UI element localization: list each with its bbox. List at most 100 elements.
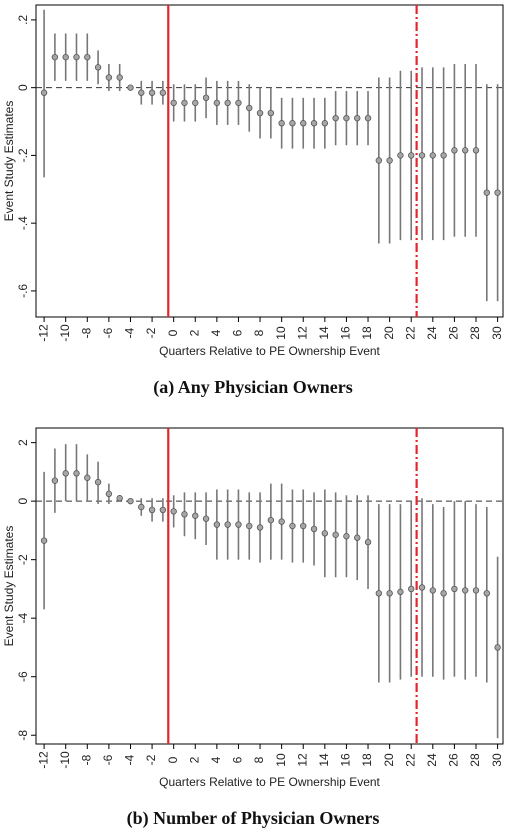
point-estimate [440, 590, 447, 597]
point-estimate [105, 74, 113, 81]
x-tick-label: 4 [209, 329, 223, 336]
x-tick-label: 28 [468, 326, 482, 340]
point-estimate [73, 53, 80, 61]
x-tick-label: 26 [447, 753, 461, 767]
point-estimate [321, 530, 329, 537]
point-estimate [429, 152, 437, 159]
y-tick-label: .2 [16, 15, 30, 25]
x-tick-label: 10 [274, 326, 288, 340]
point-estimate [202, 94, 210, 102]
y-tick-label: -.4 [16, 216, 30, 230]
y-axis-label: Event Study Estimates [2, 101, 16, 222]
y-tick-label: 0 [16, 497, 30, 504]
y-axis-label: Event Study Estimates [2, 526, 16, 647]
point-estimate [138, 89, 145, 96]
point-estimate [418, 584, 426, 591]
point-estimate [321, 120, 329, 127]
x-tick-label: 6 [231, 329, 245, 336]
x-tick-label: -10 [58, 751, 72, 769]
point-estimate [138, 503, 145, 511]
x-tick-label: -12 [36, 324, 50, 342]
y-tick-label: -2 [16, 554, 30, 565]
plot-frame [35, 4, 504, 318]
point-estimate [267, 516, 275, 524]
x-tick-label: -12 [36, 751, 50, 769]
x-tick-label: 16 [339, 326, 353, 340]
point-estimate [224, 99, 231, 107]
caption: (b) Number of Physician Owners [127, 808, 380, 829]
x-axis-label: Quarters Relative to PE Ownership Event [159, 344, 380, 358]
point-estimate [51, 53, 59, 61]
x-tick-label: -6 [101, 327, 115, 338]
point-estimate [246, 522, 253, 530]
x-tick-label: 4 [209, 756, 223, 763]
point-estimate [332, 114, 339, 122]
x-tick-label: -2 [144, 327, 158, 338]
point-estimate [213, 521, 221, 528]
point-estimate [310, 120, 318, 127]
point-estimate [278, 120, 285, 127]
point-estimate [375, 590, 383, 597]
x-tick-label: 8 [252, 329, 266, 336]
point-estimate [386, 590, 393, 597]
point-estimate [397, 152, 404, 159]
point-estimate [451, 585, 458, 593]
y-tick-label: 0 [16, 84, 30, 91]
point-estimate [418, 152, 426, 159]
x-tick-label: 18 [360, 326, 374, 340]
point-estimate [127, 497, 134, 505]
x-tick-label: 20 [382, 326, 396, 340]
point-estimate [462, 587, 469, 594]
x-tick-label: -10 [58, 324, 72, 342]
x-axis-label: Quarters Relative to PE Ownership Event [159, 775, 380, 789]
point-estimate [213, 99, 221, 107]
x-tick-label: 30 [490, 326, 504, 340]
point-estimate [170, 99, 177, 107]
x-tick-label: 6 [231, 756, 245, 763]
point-estimate [256, 109, 264, 117]
x-tick-label: -2 [144, 754, 158, 765]
x-tick-label: 8 [252, 756, 266, 763]
x-tick-label: 2 [187, 756, 201, 763]
point-estimate [84, 53, 91, 61]
point-estimate [94, 478, 102, 486]
point-estimate [94, 64, 102, 71]
point-estimate [354, 534, 361, 541]
point-estimate [408, 152, 415, 159]
point-estimate [364, 538, 372, 546]
point-estimate [256, 524, 264, 531]
x-tick-label: 16 [339, 753, 353, 767]
point-estimate [235, 521, 242, 528]
point-estimate [246, 104, 253, 112]
point-estimate [408, 585, 415, 593]
point-estimate [148, 506, 156, 514]
point-estimate [159, 506, 167, 514]
point-estimate [51, 477, 59, 484]
y-tick-label: -.6 [16, 284, 30, 298]
point-estimate [159, 89, 167, 96]
point-estimate [170, 508, 177, 515]
point-estimate [105, 490, 113, 498]
x-tick-label: -4 [123, 327, 137, 338]
point-estimate [289, 522, 296, 530]
point-estimate [386, 157, 393, 164]
point-estimate [62, 53, 69, 61]
point-estimate [202, 515, 210, 522]
point-estimate [289, 120, 296, 127]
caption: (a) Any Physician Owners [153, 377, 353, 398]
x-tick-label: 14 [317, 326, 331, 340]
point-estimate [40, 89, 48, 96]
x-tick-label: -6 [101, 754, 115, 765]
x-tick-label: 10 [274, 753, 288, 767]
x-tick-label: 22 [403, 326, 417, 340]
point-estimate [73, 470, 80, 477]
x-tick-label: 0 [166, 329, 180, 336]
y-tick-label: -8 [16, 730, 30, 741]
x-tick-label: 18 [360, 753, 374, 767]
point-estimate [278, 518, 285, 525]
point-estimate [472, 587, 480, 594]
point-estimate [472, 147, 480, 154]
point-estimate [375, 157, 383, 164]
x-tick-label: 20 [382, 753, 396, 767]
point-estimate [116, 495, 123, 502]
